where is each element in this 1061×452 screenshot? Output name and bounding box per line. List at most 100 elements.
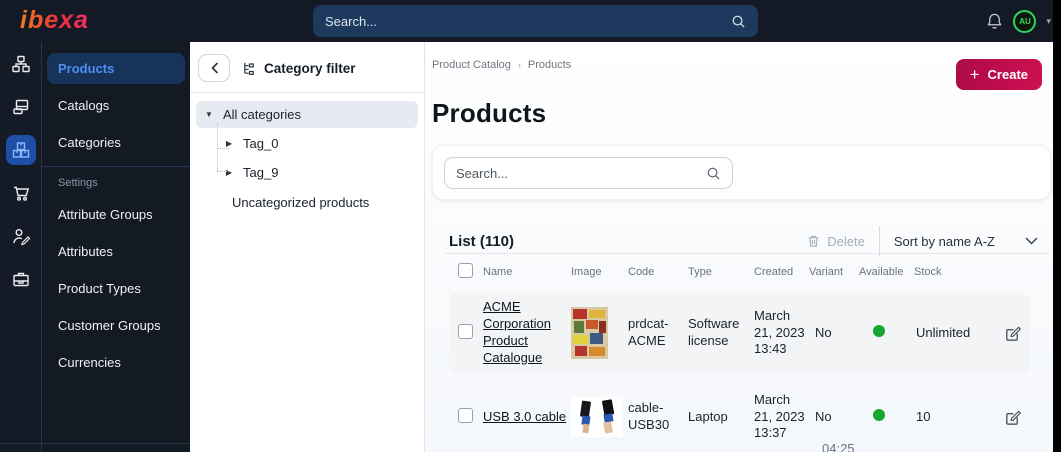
rail-item-toolbox[interactable] bbox=[0, 257, 42, 300]
search-icon bbox=[732, 15, 745, 28]
col-header-code: Code bbox=[628, 266, 655, 278]
table-row[interactable]: USB 3.0 cable cable-USB30 Laptop March 2… bbox=[449, 377, 1030, 452]
row-checkbox[interactable] bbox=[458, 408, 473, 423]
sidebar-item-products[interactable]: Products bbox=[47, 53, 185, 84]
icon-rail bbox=[0, 42, 42, 452]
row-checkbox[interactable] bbox=[458, 324, 473, 339]
sidebar-item-catalogs[interactable]: Catalogs bbox=[58, 98, 110, 113]
category-filter-divider bbox=[190, 92, 424, 93]
user-menu-caret-icon[interactable]: ▾ bbox=[1046, 15, 1051, 26]
chevron-down-icon bbox=[1025, 237, 1038, 245]
category-filter-header: Category filter bbox=[190, 42, 424, 92]
edit-icon bbox=[1005, 410, 1021, 425]
sidebar-section-label: Settings bbox=[58, 177, 98, 189]
sort-dropdown[interactable]: Sort by name A-Z bbox=[894, 234, 1044, 249]
caret-collapsed-icon[interactable]: ▶ bbox=[225, 168, 233, 177]
category-filter-panel: Category filter ▼ All categories ▶ Tag_0… bbox=[190, 42, 425, 452]
availability-dot bbox=[873, 324, 885, 337]
category-filter-title: Category filter bbox=[242, 61, 356, 76]
topbar: ibexa AU ▾ bbox=[0, 0, 1061, 42]
product-stock: Unlimited bbox=[916, 324, 971, 340]
product-search-card bbox=[432, 145, 1051, 200]
breadcrumb: Product Catalog › Products bbox=[432, 59, 571, 71]
product-search-field[interactable] bbox=[444, 157, 733, 189]
tree-guide-line bbox=[217, 123, 218, 171]
pages-icon bbox=[6, 92, 36, 122]
list-title: List (110) bbox=[449, 232, 515, 250]
col-header-type: Type bbox=[688, 266, 712, 278]
product-boxes-icon bbox=[6, 134, 36, 165]
global-search[interactable] bbox=[313, 5, 758, 37]
list-actions: Delete Sort by name A-Z bbox=[807, 226, 1044, 256]
list-divider bbox=[445, 253, 1050, 254]
table-header-row: Name Image Code Type Created Variant Ava… bbox=[449, 263, 1030, 281]
product-thumbnail bbox=[571, 397, 623, 437]
product-name-link[interactable]: ACME Corporation Product Catalogue bbox=[483, 299, 551, 365]
product-code: cable-USB30 bbox=[628, 400, 670, 432]
col-header-image: Image bbox=[571, 266, 602, 278]
col-header-stock: Stock bbox=[914, 266, 942, 278]
rail-item-product-catalog[interactable] bbox=[0, 128, 42, 171]
trash-icon bbox=[809, 235, 819, 247]
sidebar-item-customer-groups[interactable]: Customer Groups bbox=[58, 318, 161, 333]
main-content: Product Catalog › Products + Create Prod… bbox=[425, 42, 1053, 452]
product-code: prdcat-ACME bbox=[628, 316, 669, 348]
product-created: March 21, 2023 13:37 bbox=[754, 391, 805, 441]
col-header-available: Available bbox=[859, 266, 904, 278]
product-variant: No bbox=[815, 324, 832, 340]
chevron-left-icon bbox=[210, 62, 218, 74]
product-thumbnail bbox=[571, 307, 608, 359]
search-icon bbox=[707, 167, 720, 180]
col-header-name: Name bbox=[483, 266, 513, 278]
global-search-input[interactable] bbox=[325, 13, 731, 29]
breadcrumb-separator-icon: › bbox=[517, 60, 521, 70]
sidebar-item-attributes[interactable]: Attributes bbox=[58, 244, 113, 259]
plus-icon: + bbox=[969, 65, 980, 84]
availability-dot bbox=[873, 408, 885, 421]
sidebar-item-product-types[interactable]: Product Types bbox=[58, 281, 141, 296]
topbar-right: AU ▾ bbox=[986, 0, 1051, 42]
product-created: March 21, 2023 13:43 bbox=[754, 307, 805, 357]
tree-node-all-categories[interactable]: ▼ All categories bbox=[196, 101, 418, 128]
breadcrumb-products[interactable]: Products bbox=[527, 59, 572, 71]
edit-product-button[interactable] bbox=[994, 325, 1030, 342]
col-header-created: Created bbox=[754, 266, 794, 278]
category-tree-icon bbox=[244, 62, 254, 75]
edit-product-button[interactable] bbox=[994, 409, 1030, 426]
tree-node-uncategorized[interactable]: Uncategorized products bbox=[232, 195, 370, 210]
tree-node-tag-9[interactable]: ▶ Tag_9 bbox=[225, 165, 279, 180]
cart-icon bbox=[6, 178, 36, 208]
user-avatar[interactable]: AU bbox=[1013, 9, 1037, 33]
sidebar-item-categories[interactable]: Categories bbox=[58, 135, 121, 150]
sidebar-item-currencies[interactable]: Currencies bbox=[58, 355, 121, 370]
product-variant: No bbox=[815, 408, 832, 424]
delete-button[interactable]: Delete bbox=[807, 234, 865, 249]
rail-item-content-tree[interactable] bbox=[0, 42, 42, 85]
caret-collapsed-icon[interactable]: ▶ bbox=[225, 139, 233, 148]
rail-item-customers[interactable] bbox=[0, 214, 42, 257]
category-tree: ▼ All categories ▶ Tag_0 ▶ Tag_9 Uncateg… bbox=[190, 93, 424, 216]
sidebar-divider bbox=[42, 166, 190, 167]
actions-divider bbox=[878, 226, 880, 256]
tree-guide-line bbox=[217, 171, 229, 172]
table-row[interactable]: ACME Corporation Product Catalogue prdca… bbox=[449, 293, 1030, 373]
rail-item-commerce[interactable] bbox=[0, 171, 42, 214]
customer-edit-icon bbox=[6, 221, 36, 251]
collapse-panel-button[interactable] bbox=[198, 54, 230, 82]
sidebar-bottom-divider bbox=[0, 443, 190, 444]
ibexa-logo: ibexa bbox=[20, 6, 89, 34]
select-all-checkbox[interactable] bbox=[458, 263, 473, 278]
toolbox-icon bbox=[6, 264, 36, 294]
product-name-link[interactable]: USB 3.0 cable bbox=[483, 408, 567, 424]
product-type: Software license bbox=[688, 316, 740, 348]
caret-expanded-icon[interactable]: ▼ bbox=[205, 110, 213, 119]
notifications-bell-icon[interactable] bbox=[986, 12, 1003, 30]
breadcrumb-product-catalog[interactable]: Product Catalog bbox=[432, 59, 511, 71]
sidebar-item-attribute-groups[interactable]: Attribute Groups bbox=[58, 207, 153, 222]
create-button[interactable]: + Create bbox=[955, 59, 1042, 90]
tree-guide-line bbox=[217, 148, 229, 149]
rail-item-pages[interactable] bbox=[0, 85, 42, 128]
product-search-input[interactable] bbox=[456, 165, 706, 181]
tree-node-tag-0[interactable]: ▶ Tag_0 bbox=[225, 136, 279, 151]
